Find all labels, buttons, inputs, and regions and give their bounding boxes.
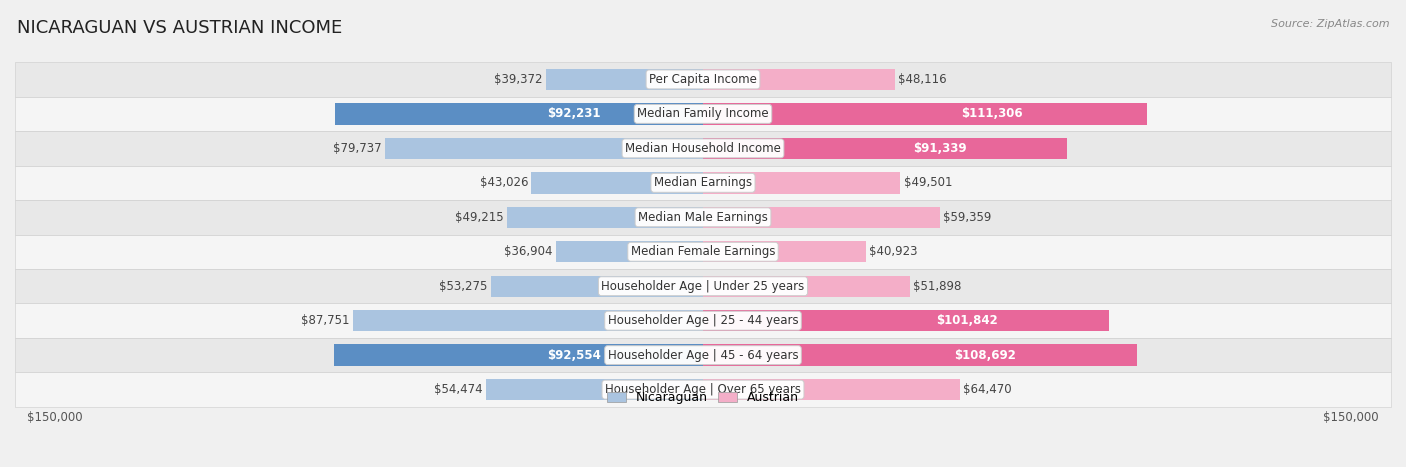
Bar [703, 103, 1147, 125]
Text: Householder Age | Over 65 years: Householder Age | Over 65 years [605, 383, 801, 396]
Bar [15, 269, 1391, 304]
Text: Householder Age | 25 - 44 years: Householder Age | 25 - 44 years [607, 314, 799, 327]
Bar [15, 338, 1391, 372]
Text: $79,737: $79,737 [333, 142, 382, 155]
Text: $101,842: $101,842 [936, 314, 998, 327]
Bar [703, 276, 910, 297]
Text: $39,372: $39,372 [495, 73, 543, 86]
Text: $92,231: $92,231 [547, 107, 600, 120]
Text: $48,116: $48,116 [898, 73, 946, 86]
Text: $59,359: $59,359 [943, 211, 991, 224]
Text: Source: ZipAtlas.com: Source: ZipAtlas.com [1271, 19, 1389, 28]
Bar [485, 379, 703, 400]
Legend: Nicaraguan, Austrian: Nicaraguan, Austrian [602, 386, 804, 410]
Bar [15, 97, 1391, 131]
Text: $40,923: $40,923 [869, 245, 918, 258]
Text: $53,275: $53,275 [439, 280, 488, 293]
Bar [703, 345, 1136, 366]
Text: $91,339: $91,339 [912, 142, 966, 155]
Bar [385, 138, 703, 159]
Bar [703, 69, 894, 90]
Text: $64,470: $64,470 [963, 383, 1012, 396]
Bar [491, 276, 703, 297]
Bar [703, 206, 939, 228]
Text: $36,904: $36,904 [505, 245, 553, 258]
Bar [703, 379, 960, 400]
Text: $43,026: $43,026 [479, 177, 529, 189]
Bar [703, 310, 1109, 332]
Bar [15, 131, 1391, 166]
Text: Median Household Income: Median Household Income [626, 142, 780, 155]
Bar [15, 62, 1391, 97]
Bar [15, 372, 1391, 407]
Bar [703, 172, 900, 193]
Text: Median Female Earnings: Median Female Earnings [631, 245, 775, 258]
Bar [353, 310, 703, 332]
Bar [335, 103, 703, 125]
Bar [333, 345, 703, 366]
Text: NICARAGUAN VS AUSTRIAN INCOME: NICARAGUAN VS AUSTRIAN INCOME [17, 19, 342, 37]
Bar [703, 138, 1067, 159]
Text: $150,000: $150,000 [27, 411, 83, 424]
Text: $51,898: $51,898 [912, 280, 962, 293]
Text: Per Capita Income: Per Capita Income [650, 73, 756, 86]
Bar [15, 200, 1391, 234]
Bar [15, 234, 1391, 269]
Bar [15, 304, 1391, 338]
Text: Median Male Earnings: Median Male Earnings [638, 211, 768, 224]
Text: $150,000: $150,000 [1323, 411, 1379, 424]
Text: $108,692: $108,692 [953, 349, 1015, 361]
Text: Median Family Income: Median Family Income [637, 107, 769, 120]
Text: $92,554: $92,554 [547, 349, 600, 361]
Bar [555, 241, 703, 262]
Bar [15, 166, 1391, 200]
Bar [531, 172, 703, 193]
Bar [506, 206, 703, 228]
Text: $111,306: $111,306 [960, 107, 1022, 120]
Text: $54,474: $54,474 [434, 383, 482, 396]
Text: $87,751: $87,751 [301, 314, 350, 327]
Text: Householder Age | 45 - 64 years: Householder Age | 45 - 64 years [607, 349, 799, 361]
Text: $49,215: $49,215 [456, 211, 503, 224]
Bar [546, 69, 703, 90]
Text: Median Earnings: Median Earnings [654, 177, 752, 189]
Text: Householder Age | Under 25 years: Householder Age | Under 25 years [602, 280, 804, 293]
Bar [703, 241, 866, 262]
Text: $49,501: $49,501 [904, 177, 952, 189]
